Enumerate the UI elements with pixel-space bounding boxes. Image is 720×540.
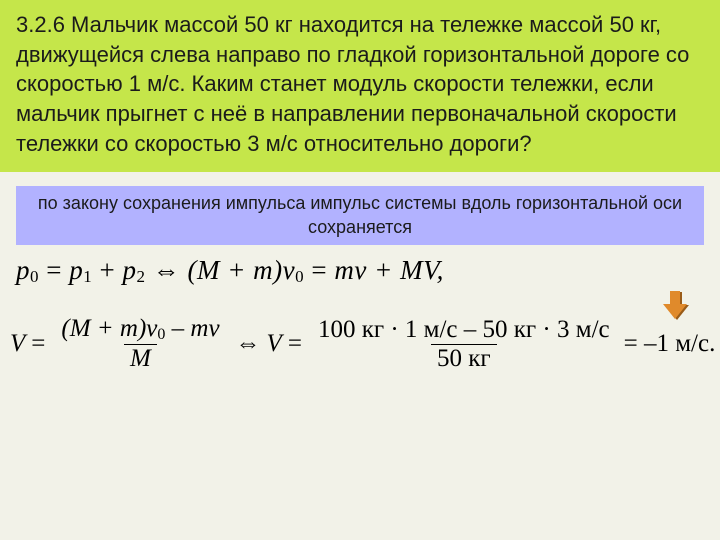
eq2-eq2: = bbox=[288, 330, 302, 358]
eq1-p0-sub: 0 bbox=[30, 267, 39, 286]
eq1-p0: p bbox=[16, 255, 30, 285]
eq2-frac1: (M + m)v0 – mv M bbox=[55, 315, 225, 373]
eq2-equiv: ⇔ bbox=[236, 330, 261, 358]
eq2-num1a: (M + m)v bbox=[61, 315, 157, 342]
eq2-den2: 50 кг bbox=[431, 344, 497, 373]
eq2-V2: V bbox=[267, 330, 282, 358]
equation-1-row: p0 = p1 + p2 ⇔ (M + m)v0 = mv + MV, bbox=[16, 255, 704, 301]
eq1-lhs2: (M + m)v bbox=[187, 255, 295, 285]
eq1-eq1: = bbox=[39, 255, 69, 285]
eq2-num2: 100 кг · 1 м/с – 50 кг · 3 м/с bbox=[312, 316, 616, 344]
eq2-result: = –1 м/с. bbox=[624, 330, 716, 358]
eq2-V1: V bbox=[10, 330, 25, 358]
eq1-plus: + bbox=[92, 255, 122, 285]
eq1-equiv: ⇔ bbox=[145, 255, 187, 285]
eq1-lhs2-sub: 0 bbox=[295, 267, 304, 286]
eq1-rhs2: mv + MV, bbox=[334, 255, 443, 285]
arrow-down-icon bbox=[660, 291, 690, 321]
eq1-p2: p bbox=[122, 255, 136, 285]
eq2-den1: M bbox=[124, 344, 157, 373]
eq1-p1-sub: 1 bbox=[83, 267, 92, 286]
eq1-eq2: = bbox=[304, 255, 334, 285]
equation-2-row: V = (M + m)v0 – mv M ⇔ V = 100 кг · 1 м/… bbox=[10, 315, 704, 373]
eq2-num1b: – mv bbox=[165, 315, 219, 342]
eq2-frac2: 100 кг · 1 м/с – 50 кг · 3 м/с 50 кг bbox=[312, 316, 616, 373]
law-text: по закону сохранения импульса импульс си… bbox=[38, 193, 682, 236]
equation-1: p0 = p1 + p2 ⇔ (M + m)v0 = mv + MV, bbox=[16, 255, 704, 287]
conservation-law-box: по закону сохранения импульса импульс си… bbox=[16, 186, 704, 245]
problem-statement: 3.2.6 Мальчик массой 50 кг находится на … bbox=[0, 0, 720, 172]
problem-text: 3.2.6 Мальчик массой 50 кг находится на … bbox=[16, 12, 689, 156]
eq1-p1: p bbox=[69, 255, 83, 285]
eq2-eq1: = bbox=[31, 330, 45, 358]
